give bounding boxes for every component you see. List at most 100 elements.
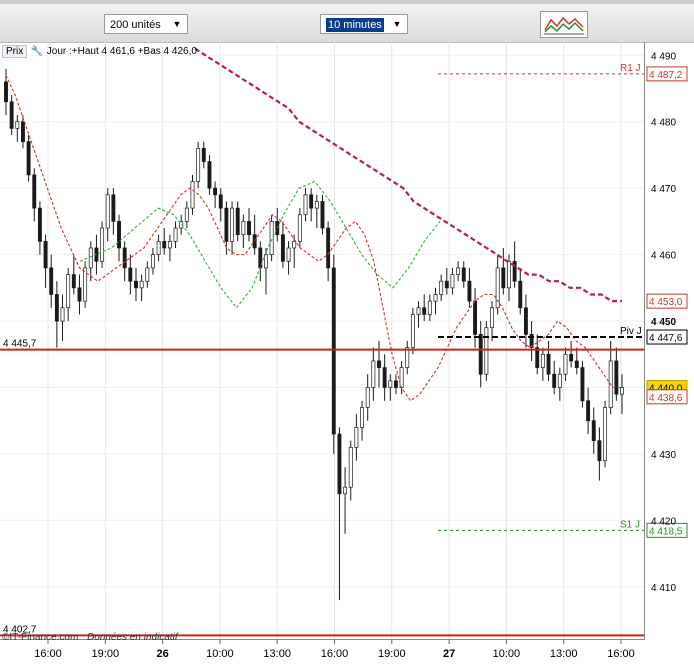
candle-body	[286, 247, 291, 262]
candle	[388, 374, 393, 401]
pivot-level-name: R1 J	[620, 63, 641, 74]
units-select[interactable]: 200 unités ▼	[104, 14, 188, 34]
candle	[331, 254, 336, 454]
candle-body	[546, 353, 551, 375]
candle-body	[456, 267, 461, 275]
candle	[337, 427, 342, 601]
candle	[179, 214, 184, 235]
candle	[427, 294, 432, 322]
candle-body	[320, 201, 325, 229]
candle-body	[66, 274, 71, 309]
candle-body	[173, 227, 178, 242]
candle	[529, 321, 534, 361]
candle-body	[139, 280, 144, 289]
y-axis-labels: 4 487,2 4 447,6 4 418,5 4 410 4 420 4 430 4 44…	[646, 51, 688, 594]
price-tag-value: 4 440,0	[649, 384, 683, 395]
chart-info: Prix 🔧 Jour :+Haut 4 461,6 +Bas 4 426,0	[2, 45, 197, 58]
candle-body	[37, 207, 42, 242]
candle	[484, 321, 489, 381]
candle	[444, 267, 449, 295]
candle-body	[569, 353, 574, 362]
candle	[348, 440, 353, 501]
chart-plot-area[interactable]: 4 445,7 4 402,7 R1 J Piv J S1 J	[0, 42, 645, 640]
interval-select[interactable]: 10 minutes ▼	[320, 14, 408, 34]
candle	[60, 294, 65, 341]
candle-body	[343, 486, 348, 495]
chart-indicators-button[interactable]	[540, 11, 588, 38]
candle	[241, 214, 246, 248]
candle	[286, 241, 291, 275]
candle	[15, 115, 20, 142]
candle	[235, 201, 240, 242]
candle	[190, 174, 195, 215]
candle-body	[269, 221, 274, 255]
x-tick-label: 26	[156, 648, 168, 660]
x-tick-label: 16:00	[607, 648, 635, 660]
candle	[546, 341, 551, 381]
candle-body	[280, 234, 285, 262]
candle-body	[365, 387, 370, 408]
interval-value: 10 minutes	[326, 18, 384, 32]
candle	[309, 188, 314, 222]
candle	[314, 194, 319, 229]
candle	[393, 374, 398, 395]
candle	[382, 354, 387, 401]
candle	[224, 201, 229, 255]
candle	[586, 387, 591, 435]
candle-body	[507, 260, 511, 289]
candle	[54, 281, 59, 348]
candle	[552, 360, 557, 395]
x-tick-label: 19:00	[378, 648, 406, 660]
candle-body	[83, 267, 88, 302]
units-value: 200 unités	[110, 19, 161, 31]
candle	[473, 287, 478, 348]
candle-body	[292, 240, 297, 249]
candle-body	[54, 294, 59, 322]
candle-body	[145, 267, 150, 282]
candle	[580, 360, 585, 408]
candle	[9, 95, 14, 136]
candle	[184, 201, 189, 229]
candle	[128, 254, 133, 295]
candle	[88, 241, 93, 282]
candle	[26, 135, 31, 182]
candle	[111, 188, 116, 235]
candle	[252, 214, 257, 255]
candle-body	[523, 307, 528, 335]
candle	[563, 347, 568, 381]
chevron-down-icon[interactable]: ▼	[392, 19, 402, 29]
candle-body	[399, 367, 404, 388]
candle-body	[224, 207, 229, 242]
candle	[269, 214, 274, 262]
candle	[134, 267, 138, 302]
chart-indicators-icon	[544, 16, 584, 35]
candle	[156, 234, 161, 262]
candle-body	[478, 334, 483, 375]
candle-body	[490, 307, 494, 329]
candle	[139, 274, 144, 302]
candle-body	[495, 267, 500, 309]
candle-body	[422, 307, 427, 315]
candle	[507, 254, 511, 302]
x-tick-label: 10:00	[493, 648, 521, 660]
candle-body	[603, 407, 607, 461]
price-tag: 4 438,6	[646, 389, 688, 405]
x-axis-labels: 16:00 19:00 26 10:00 13:00 16:00 19:00 27 10:00 1…	[34, 640, 635, 660]
candle-body	[444, 280, 449, 289]
candle-body	[580, 367, 585, 402]
candle-body	[382, 367, 387, 388]
candle	[410, 307, 415, 355]
wrench-icon[interactable]: 🔧	[30, 46, 44, 57]
candle	[450, 267, 455, 295]
candle	[608, 341, 613, 415]
candle-body	[557, 373, 562, 388]
candle	[105, 188, 110, 242]
candle-body	[184, 207, 189, 222]
candle-body	[117, 221, 121, 249]
chevron-down-icon[interactable]: ▼	[172, 19, 182, 29]
candle-body	[9, 101, 14, 129]
series-line	[194, 47, 622, 303]
candle	[21, 115, 25, 149]
candle	[433, 287, 438, 315]
candle	[416, 301, 421, 328]
